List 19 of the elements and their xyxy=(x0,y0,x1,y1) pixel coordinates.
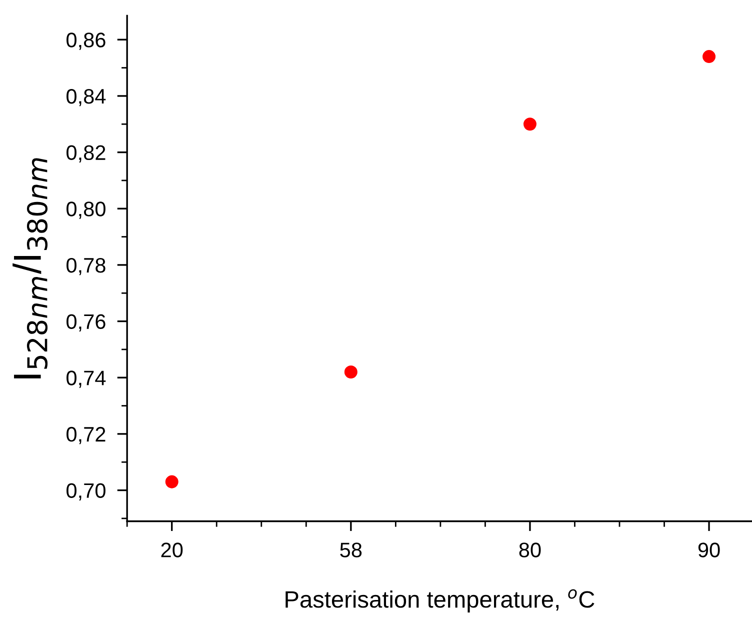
point xyxy=(523,118,536,131)
point xyxy=(344,365,358,378)
y-axis-title: I$_{528nm}$/I$_{380nm}$ xyxy=(12,158,48,378)
y-tick-label: 0,74 xyxy=(66,370,106,388)
y-tick-label: 0,72 xyxy=(66,426,106,444)
x-tick-label: 90 xyxy=(698,542,720,558)
y-tick-label: 0,82 xyxy=(66,145,106,163)
y-tick-label: 0,78 xyxy=(66,258,106,276)
point xyxy=(702,50,716,64)
y-tick-label: 0,86 xyxy=(66,32,106,50)
y-tick-label: 0,84 xyxy=(66,88,106,106)
x-tick-label: 58 xyxy=(340,542,362,558)
x-tick-label: 20 xyxy=(161,542,183,558)
x-axis-title: Pasterisation temperature, $^{o}$C xyxy=(286,589,594,612)
point xyxy=(165,475,178,488)
y-tick-label: 0,76 xyxy=(66,314,106,332)
y-tick-label: 0,80 xyxy=(66,202,106,219)
x-tick-label: 80 xyxy=(519,542,541,558)
y-tick-label: 0,70 xyxy=(66,483,106,500)
